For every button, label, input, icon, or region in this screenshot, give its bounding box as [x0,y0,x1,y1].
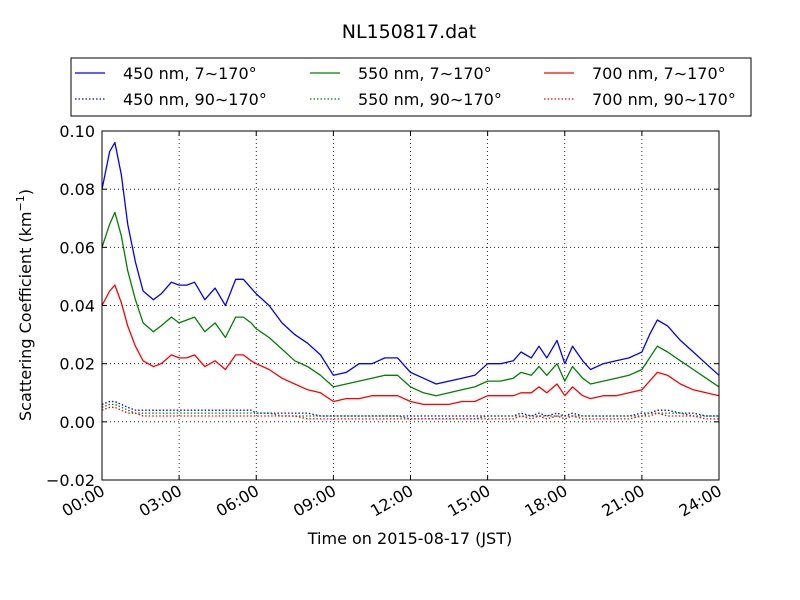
chart-title: NL150817.dat [342,21,477,43]
y-tick-label: 0.02 [59,355,95,374]
series-line-0 [101,141,720,385]
y-tick-label: −0.02 [46,471,95,490]
legend-label-5: 700 nm, 90∼170° [592,90,736,109]
series-line-2 [101,284,720,406]
x-tick-label: 15:00 [444,481,493,521]
legend-label-3: 450 nm, 90∼170° [123,90,267,109]
x-tick-label: 06:00 [213,481,262,521]
y-axis-label-text: Scattering Coefficient (km [16,211,35,421]
legend-box [70,57,752,117]
series-line-4 [101,403,719,420]
y-tick-label: 0.06 [59,238,95,257]
legend-label-4: 550 nm, 90∼170° [358,90,502,109]
legend: 450 nm, 7∼170° 450 nm, 90∼170° 550 nm, 7∼1… [70,57,752,117]
y-axis-label-sup: −1 [14,195,27,211]
y-axis-label: Scattering Coefficient (km−1) [14,189,35,421]
x-tick-label: 09:00 [290,481,339,521]
ticks: 00:00 03:00 06:00 09:00 12:00 15:00 18:00 21:00… [46,122,725,521]
y-tick-label: 0.08 [59,180,95,199]
x-tick-label: 03:00 [136,481,185,521]
series-line-3 [101,400,719,417]
x-tick-label: 24:00 [676,481,725,521]
y-tick-label: 0.00 [59,413,95,432]
y-axis-label-close: ) [16,189,35,195]
legend-label-0: 450 nm, 7∼170° [123,64,257,83]
x-tick-label: 18:00 [521,481,570,521]
y-tick-label: 0.10 [59,122,95,141]
series-line-5 [101,406,719,420]
legend-label-2: 700 nm, 7∼170° [592,64,726,83]
x-axis-label: Time on 2015-08-17 (JST) [307,529,512,548]
legend-label-1: 550 nm, 7∼170° [358,64,492,83]
series-layer [101,141,720,420]
x-tick-label: 12:00 [367,481,416,521]
series-line-1 [101,211,720,397]
y-tick-label: 0.04 [59,297,95,316]
x-tick-label: 21:00 [598,481,647,521]
grid [102,131,719,480]
